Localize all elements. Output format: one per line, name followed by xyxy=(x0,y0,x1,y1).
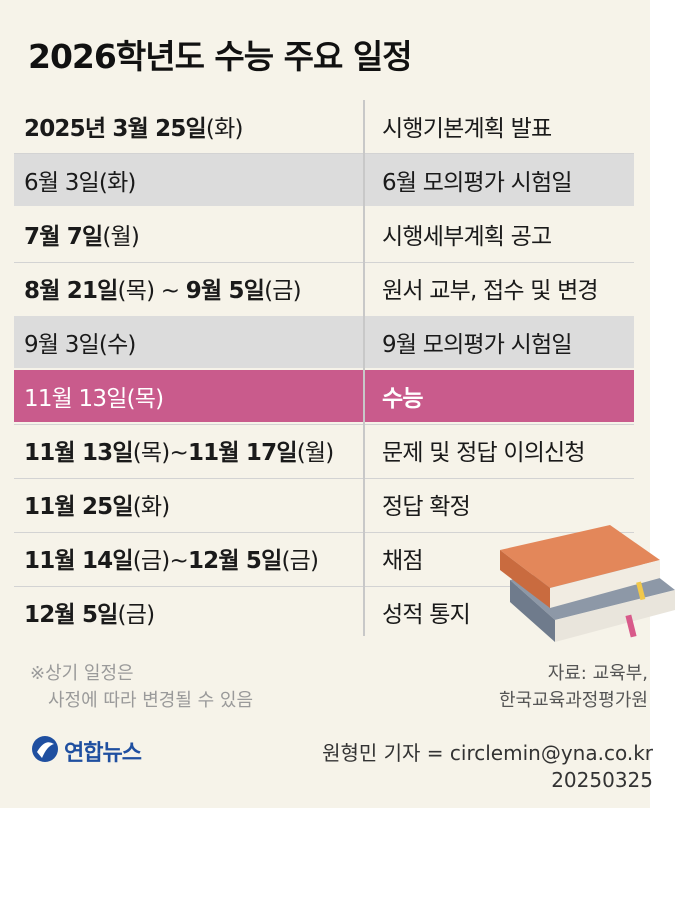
date-rest: (화) xyxy=(132,494,171,520)
date-rest: (금)~ xyxy=(132,548,189,574)
date-rest-2: (금) xyxy=(281,548,319,574)
date-cell: 9월 3일(수) xyxy=(14,325,364,359)
table-row: 11월 14일(금)~12월 5일(금) 채점 xyxy=(14,532,634,584)
table-row: 7월 7일(월) 시행세부계획 공고 xyxy=(14,208,634,260)
date-rest-2: (월) xyxy=(296,440,335,466)
table-row: 2025년 3월 25일(화) 시행기본계획 발표 xyxy=(14,100,634,152)
reporter-line: 원형민 기자 = circlemin@yna.co.kr xyxy=(322,741,653,765)
date-rest: (목) ~ xyxy=(117,278,186,304)
table-row-highlight: 11월 13일(목) 수능 xyxy=(14,370,634,422)
event-cell: 시행기본계획 발표 xyxy=(382,116,552,142)
row-divider xyxy=(14,586,634,587)
date-rest: (금) xyxy=(117,602,156,628)
date-bold: 11월 25일 xyxy=(24,494,134,520)
row-divider xyxy=(14,262,634,263)
date-rest: 6월 3일(화) xyxy=(24,170,136,196)
event-cell: 6월 모의평가 시험일 xyxy=(382,170,573,196)
date-cell: 6월 3일(화) xyxy=(14,163,364,197)
event-cell: 채점 xyxy=(382,548,424,574)
table-row: 12월 5일(금) 성적 통지 xyxy=(14,586,634,638)
date-rest: (화) xyxy=(205,116,244,142)
table-row: 11월 25일(화) 정답 확정 xyxy=(14,478,634,530)
books-illustration xyxy=(500,520,680,654)
date-bold: 2025년 3월 25일 xyxy=(24,116,207,142)
footnote-line: 사정에 따라 변경될 수 있음 xyxy=(48,690,254,711)
date-cell: 11월 13일(목)~11월 17일(월) xyxy=(14,433,364,467)
reporter-credit: 원형민 기자 = circlemin@yna.co.kr 20250325 xyxy=(322,740,653,794)
date-cell: 7월 7일(월) xyxy=(14,217,364,251)
date-rest: (목)~ xyxy=(132,440,189,466)
date-bold-2: 11월 17일 xyxy=(187,440,298,466)
date-bold: 11월 13일 xyxy=(24,440,134,466)
table-row: 11월 13일(목)~11월 17일(월) 문제 및 정답 이의신청 xyxy=(14,424,634,476)
event-cell: 9월 모의평가 시험일 xyxy=(382,332,573,358)
row-divider xyxy=(14,532,634,533)
table-row: 8월 21일(목) ~ 9월 5일(금) 원서 교부, 접수 및 변경 xyxy=(14,262,634,314)
date-bold: 11월 14일 xyxy=(24,548,134,574)
yonhap-logo: 연합뉴스 xyxy=(30,734,142,768)
date-bold: 8월 21일 xyxy=(24,278,118,304)
date-cell: 11월 13일(목) xyxy=(14,379,364,413)
column-divider xyxy=(363,100,365,636)
event-cell: 시행세부계획 공고 xyxy=(382,224,552,250)
event-cell: 정답 확정 xyxy=(382,494,471,520)
row-divider xyxy=(14,478,634,479)
date-rest: 9월 3일(수) xyxy=(24,332,136,358)
footnote: ※상기 일정은 사정에 따라 변경될 수 있음 xyxy=(30,660,253,714)
row-divider xyxy=(14,424,634,425)
date-cell: 8월 21일(목) ~ 9월 5일(금) xyxy=(14,271,364,305)
row-divider xyxy=(14,153,634,154)
footnote-line: ※상기 일정은 xyxy=(30,663,134,684)
date-cell: 12월 5일(금) xyxy=(14,595,364,629)
date-rest: 11월 13일(목) xyxy=(24,386,164,412)
date-stamp: 20250325 xyxy=(551,768,653,792)
date-cell: 2025년 3월 25일(화) xyxy=(14,109,364,143)
source-line: 한국교육과정평가원 xyxy=(498,690,648,711)
date-bold-2: 12월 5일 xyxy=(187,548,282,574)
logo-text: 연합뉴스 xyxy=(64,741,142,766)
date-cell: 11월 14일(금)~12월 5일(금) xyxy=(14,541,364,575)
page-title: 2026학년도 수능 주요 일정 xyxy=(28,37,413,76)
date-bold: 12월 5일 xyxy=(24,602,118,628)
source-credit: 자료: 교육부, 한국교육과정평가원 xyxy=(499,660,648,714)
date-rest-2: (금) xyxy=(264,278,302,304)
table-row: 6월 3일(화) 6월 모의평가 시험일 xyxy=(14,154,634,206)
date-bold: 7월 7일 xyxy=(24,224,103,250)
table-row: 9월 3일(수) 9월 모의평가 시험일 xyxy=(14,316,634,368)
date-rest: (월) xyxy=(102,224,140,250)
event-cell: 원서 교부, 접수 및 변경 xyxy=(382,278,599,304)
event-cell: 성적 통지 xyxy=(382,602,471,628)
source-line: 자료: 교육부, xyxy=(547,663,648,684)
yonhap-logo-icon xyxy=(30,734,60,768)
event-cell: 문제 및 정답 이의신청 xyxy=(382,440,586,466)
date-cell: 11월 25일(화) xyxy=(14,487,364,521)
date-bold-2: 9월 5일 xyxy=(185,278,265,304)
event-cell: 수능 xyxy=(382,386,424,412)
